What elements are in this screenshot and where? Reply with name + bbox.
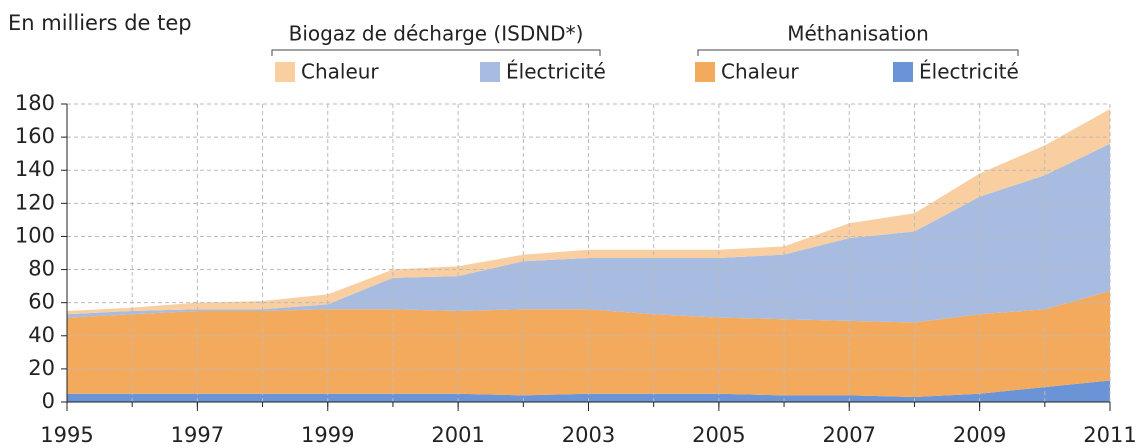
y-tick-label: 80 bbox=[28, 257, 55, 281]
x-tick-label: 2007 bbox=[823, 423, 876, 447]
legend-bracket bbox=[271, 49, 601, 56]
area bbox=[67, 380, 1110, 402]
x-tick-label: 2011 bbox=[1083, 423, 1136, 447]
y-tick-label: 20 bbox=[28, 356, 55, 380]
y-tick-label: 100 bbox=[15, 223, 55, 247]
y-tick-label: 60 bbox=[28, 290, 55, 314]
legend-group-title: Méthanisation bbox=[787, 22, 929, 46]
x-tick-label: 2001 bbox=[431, 423, 484, 447]
x-tick-label: 2009 bbox=[953, 423, 1006, 447]
area bbox=[67, 143, 1110, 323]
legend-label: Chaleur bbox=[721, 60, 799, 84]
y-tick-label: 140 bbox=[15, 157, 55, 181]
legend-label: Électricité bbox=[919, 60, 1019, 84]
legend-group-title: Biogaz de décharge (ISDND*) bbox=[289, 22, 584, 46]
x-tick-label: 1995 bbox=[40, 423, 93, 447]
y-tick-label: 40 bbox=[28, 323, 55, 347]
y-tick-label: 160 bbox=[15, 124, 55, 148]
x-tick-label: 2005 bbox=[692, 423, 745, 447]
legend-swatch bbox=[275, 62, 295, 82]
y-tick-label: 180 bbox=[15, 91, 55, 115]
x-tick-label: 2003 bbox=[562, 423, 615, 447]
legend-bracket bbox=[697, 49, 1019, 56]
x-tick-label: 1997 bbox=[171, 423, 224, 447]
legend-label: Électricité bbox=[506, 60, 606, 84]
y-axis-label: En milliers de tep bbox=[8, 11, 192, 35]
x-tick-label: 1999 bbox=[301, 423, 354, 447]
y-tick-label: 120 bbox=[15, 190, 55, 214]
legend-swatch bbox=[695, 62, 715, 82]
legend-swatch bbox=[893, 62, 913, 82]
y-tick-label: 0 bbox=[42, 389, 55, 413]
legend-label: Chaleur bbox=[301, 60, 379, 84]
legend-swatch bbox=[480, 62, 500, 82]
